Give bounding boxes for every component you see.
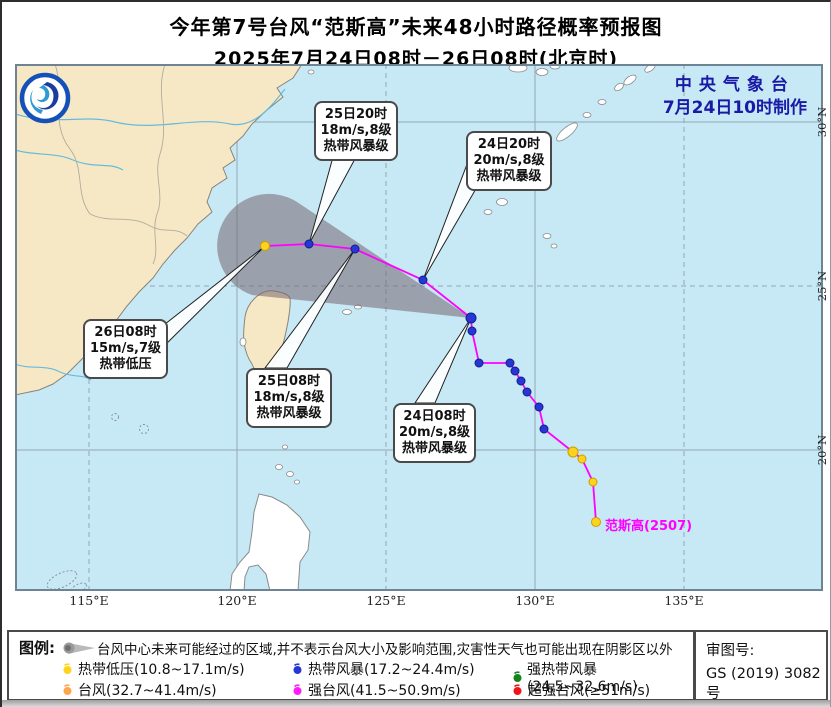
label-time: 26日08时 (94, 325, 157, 340)
legend-item-label: 超强台风(≥51m/s) (528, 683, 651, 699)
callout-wedges (159, 156, 478, 404)
ty-dot-icon (63, 683, 72, 695)
track-layer (260, 239, 601, 527)
lat-label-20n: 20°N (815, 434, 829, 466)
probability-cone (217, 193, 471, 318)
lat-label-25n: 25°N (815, 270, 829, 302)
cma-credit: 中央气象台 7月24日10时制作 (663, 74, 807, 120)
review-number-title: 审图号: (706, 643, 755, 659)
ts-dot-icon (293, 662, 302, 674)
label-time: 24日08时 (403, 409, 466, 424)
track-point-blue (465, 312, 477, 324)
legend-item-sty: 强台风(41.5~50.9m/s) (291, 680, 461, 700)
sts-dot-icon (513, 670, 522, 682)
cma-credit-time: 7月24日10时制作 (662, 98, 807, 118)
legend-box: 图例: 台风中心未来可能经过的区域,并不表示台风大小及影响范围,灾害性天气也可能… (7, 630, 695, 701)
label-level: 热带风暴级 (256, 406, 322, 421)
track-point-blue (516, 376, 526, 386)
track-point-blue (534, 402, 544, 412)
td-dot-icon (63, 662, 72, 674)
track-point-blue (418, 275, 428, 285)
legend-title: 图例: (19, 639, 55, 657)
legend-item-label: 台风(32.7~41.4m/s) (78, 683, 217, 699)
track-point-yellow (577, 454, 587, 464)
track-point-blue (505, 358, 515, 368)
map-title: 今年第7号台风“范斯高”未来48小时路径概率预报图 (169, 15, 663, 39)
lat-label-30n: 30°N (815, 106, 829, 138)
legend-item-ty: 台风(32.7~41.4m/s) (61, 680, 217, 700)
lon-label-115e: 115°E (69, 593, 109, 608)
forecast-label-25d20h: 25日20时 18m/s,8级 热带风暴级 (314, 101, 398, 161)
legend-item-td: 热带低压(10.8~17.1m/s) (61, 659, 245, 679)
track-point-blue (467, 326, 477, 336)
label-level: 热带风暴级 (323, 139, 389, 154)
luzon-island (229, 493, 311, 591)
forecast-label-24d08h: 24日08时 20m/s,8级 热带风暴级 (393, 403, 476, 463)
forecast-label-26d08h: 26日08时 15m/s,7级 热带低压 (83, 319, 168, 379)
legend-item-sts: 强热带风暴(24.5~32.6m/s) (511, 659, 693, 695)
label-level: 热带风暴级 (401, 441, 467, 456)
track-point-blue (304, 239, 314, 249)
track-point-blue (522, 387, 532, 397)
sty-dot-icon (293, 683, 302, 695)
lon-label-130e: 130°E (515, 593, 555, 608)
forecast-label-25d08h: 25日08时 18m/s,8级 热带风暴级 (246, 368, 332, 428)
map-border (15, 64, 823, 591)
legend-item-label: 强热带风暴(24.5~32.6m/s) (526, 662, 638, 695)
forecast-label-24d20h: 24日20时 20m/s,8级 热带风暴级 (466, 131, 552, 191)
legend-item-label: 热带风暴(17.2~24.4m/s) (308, 662, 475, 678)
track-point-blue (539, 424, 549, 434)
label-wind: 20m/s,8级 (473, 153, 545, 168)
track-point-yellow (591, 517, 601, 527)
legend-item-label: 强台风(41.5~50.9m/s) (308, 683, 461, 699)
review-number-value: GS (2019) 3082号 (706, 666, 821, 702)
legend-item-super-ty: 超强台风(≥51m/s) (511, 680, 650, 700)
label-time: 24日20时 (477, 137, 541, 152)
track-point-yellow (588, 477, 598, 487)
label-time: 25日08时 (257, 374, 321, 389)
title-block: 今年第7号台风“范斯高”未来48小时路径概率预报图 2025年7月24日08时－… (2, 2, 830, 71)
cma-logo (19, 72, 71, 124)
cma-credit-agency: 中央气象台 (674, 75, 795, 95)
legend-item-ts: 热带风暴(17.2~24.4m/s) (291, 659, 475, 679)
track-point-yellow (567, 446, 579, 458)
track-point-blue (350, 244, 360, 254)
label-wind: 18m/s,8级 (253, 390, 325, 405)
label-time: 25日20时 (324, 107, 388, 122)
lon-label-135e: 135°E (664, 593, 704, 608)
legend-cone-text: 台风中心未来可能经过的区域,并不表示台风大小及影响范围,灾害性天气也可能出现在阴… (97, 641, 673, 658)
typhoon-map: 中央气象台 7月24日10时制作 25日20时 18m/s,8级 热带风暴级 2… (15, 64, 823, 591)
lon-label-125e: 125°E (366, 593, 406, 608)
label-wind: 20m/s,8级 (398, 425, 471, 440)
lon-label-120e: 120°E (217, 593, 257, 608)
bottom-shadow-strip (2, 700, 830, 707)
storm-name-label: 范斯高(2507) (605, 519, 693, 534)
label-wind: 15m/s,7级 (89, 341, 162, 356)
label-level: 热带低压 (99, 357, 152, 372)
legend-item-label: 热带低压(10.8~17.1m/s) (78, 662, 245, 678)
super-ty-dot-icon (513, 683, 522, 695)
label-level: 热带风暴级 (476, 169, 542, 184)
track-point-blue (474, 358, 484, 368)
cone-icon (63, 642, 95, 654)
label-wind: 18m/s,8级 (320, 123, 392, 138)
track-point-blue (510, 366, 520, 376)
reef-outlines (46, 413, 149, 591)
legend-cone-row: 图例: 台风中心未来可能经过的区域,并不表示台风大小及影响范围,灾害性天气也可能… (19, 637, 673, 658)
review-number-box: 审图号: GS (2019) 3082号 (694, 630, 828, 702)
track-point-yellow (260, 241, 270, 251)
